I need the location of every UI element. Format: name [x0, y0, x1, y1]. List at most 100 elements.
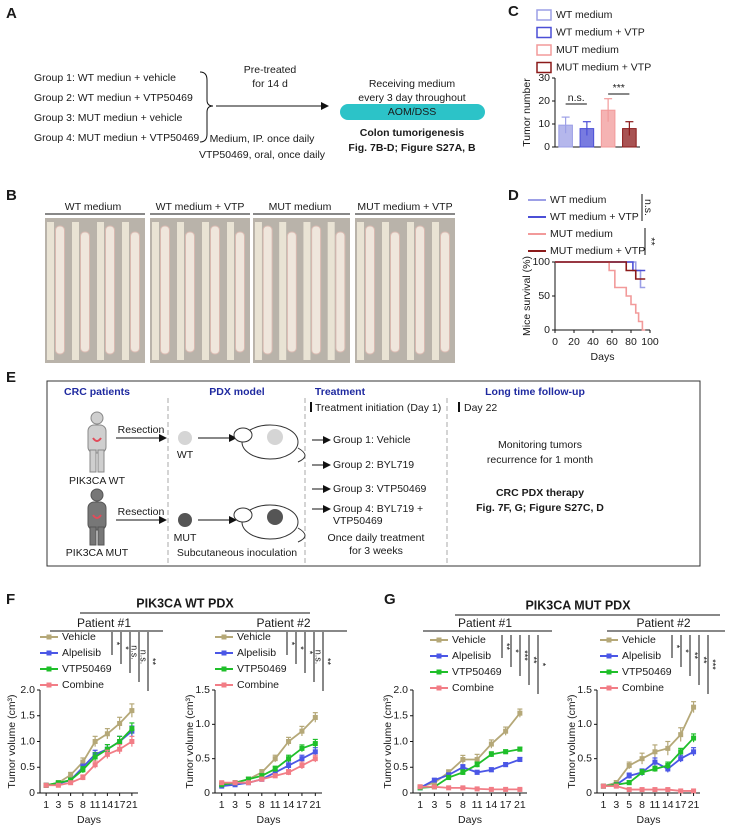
tumor-label: MUT	[174, 532, 197, 544]
ruler	[407, 222, 414, 360]
sig-label: ***	[613, 82, 625, 94]
point	[232, 780, 238, 786]
y-tick-label: 0.5	[577, 752, 592, 764]
legend-label: MUT medium + VTP	[550, 245, 645, 257]
y-tick-label: 0.5	[20, 761, 35, 773]
point	[460, 769, 466, 775]
y-tick-label: 1.0	[393, 735, 408, 747]
legend-label: MUT medium	[556, 44, 619, 56]
x-tick-label: 21	[514, 799, 526, 811]
ruler	[279, 222, 287, 360]
point	[446, 785, 452, 791]
colon	[286, 231, 297, 353]
panel-b: WT medium WT medium + VTP MUT medium MUT…	[45, 201, 455, 363]
point	[639, 787, 645, 793]
point	[80, 767, 86, 773]
legend-marker	[436, 685, 442, 691]
receiving-text: every 3 day throughout	[358, 92, 465, 104]
x-tick-label: 14	[283, 799, 295, 811]
point	[691, 788, 697, 794]
sig-label: **	[690, 652, 700, 660]
colon	[365, 225, 375, 355]
series-line	[603, 706, 695, 788]
y-tick-label: 10	[538, 118, 550, 130]
sig-label: *	[112, 642, 122, 646]
point	[312, 749, 318, 755]
point	[626, 780, 632, 786]
x-tick-label: 11	[90, 799, 101, 811]
column-header: Treatment	[315, 386, 366, 398]
point	[488, 767, 494, 773]
series-line	[555, 261, 646, 289]
panel-label: E	[6, 369, 16, 386]
point	[92, 739, 98, 744]
treatment-group: Group 3: VTP50469	[333, 483, 427, 495]
x-tick-label: 11	[472, 799, 483, 811]
panel-label: A	[6, 5, 17, 22]
legend-marker	[606, 637, 612, 643]
x-tick-label: 11	[649, 799, 660, 811]
resection-text: Resection	[118, 506, 165, 518]
legend-marker	[221, 634, 227, 640]
point	[259, 773, 265, 779]
point	[129, 739, 135, 744]
dosing-text: Medium, IP. once daily	[210, 133, 316, 145]
x-tick-label: 20	[568, 336, 580, 348]
y-tick-label: 1.5	[195, 684, 210, 696]
panel-label: G	[384, 591, 396, 608]
point	[488, 741, 494, 747]
dosing-text: VTP50469, oral, once daily	[199, 149, 326, 161]
point	[312, 756, 318, 762]
point	[652, 759, 658, 765]
point	[474, 786, 480, 792]
sig-label: *	[296, 646, 306, 650]
point	[68, 777, 74, 783]
colon	[185, 231, 195, 353]
panel-e: CRC patients PDX model Treatment Long ti…	[46, 380, 701, 567]
x-tick-label: 21	[126, 799, 138, 811]
point	[431, 777, 437, 783]
legend-marker	[221, 650, 227, 656]
point	[80, 759, 86, 765]
point	[286, 756, 292, 762]
sig-label: *	[305, 651, 315, 655]
colon	[262, 225, 273, 355]
series-line	[45, 728, 133, 787]
chart-title: Patient #2	[636, 616, 690, 630]
ruler	[327, 222, 335, 360]
panel-label: F	[6, 591, 15, 608]
point	[80, 775, 86, 781]
y-tick-label: 1.5	[393, 710, 408, 722]
pretreat-text: for 14 d	[252, 78, 288, 90]
brace	[199, 71, 214, 143]
point	[245, 780, 251, 786]
legend-marker	[436, 653, 442, 659]
treatment-group: Group 4: BYL719 +	[333, 503, 423, 515]
point	[417, 784, 423, 790]
colon	[130, 231, 140, 353]
point	[652, 787, 658, 793]
y-tick-label: 2.0	[393, 684, 408, 696]
ruler	[177, 222, 184, 360]
point	[129, 708, 135, 714]
y-tick-label: 50	[538, 290, 550, 302]
point	[600, 783, 606, 789]
legend-swatch	[536, 26, 552, 39]
x-tick-label: 40	[587, 336, 599, 348]
legend-label: VTP50469	[622, 666, 672, 678]
sig-label: **	[699, 656, 709, 664]
y-tick-label: 1.5	[577, 684, 592, 696]
y-tick-label: 0	[586, 787, 592, 799]
sig-label: n.s.	[130, 645, 140, 660]
point	[613, 783, 619, 789]
sig-label: ***	[520, 650, 530, 661]
series-line	[603, 737, 695, 788]
point	[104, 751, 110, 757]
legend-marker	[46, 650, 52, 656]
x-tick-label: 1	[43, 799, 49, 811]
point	[665, 745, 671, 751]
legend-marker	[46, 682, 52, 688]
column-header: Long time follow-up	[485, 386, 585, 398]
chart-title: Patient #1	[458, 616, 512, 630]
